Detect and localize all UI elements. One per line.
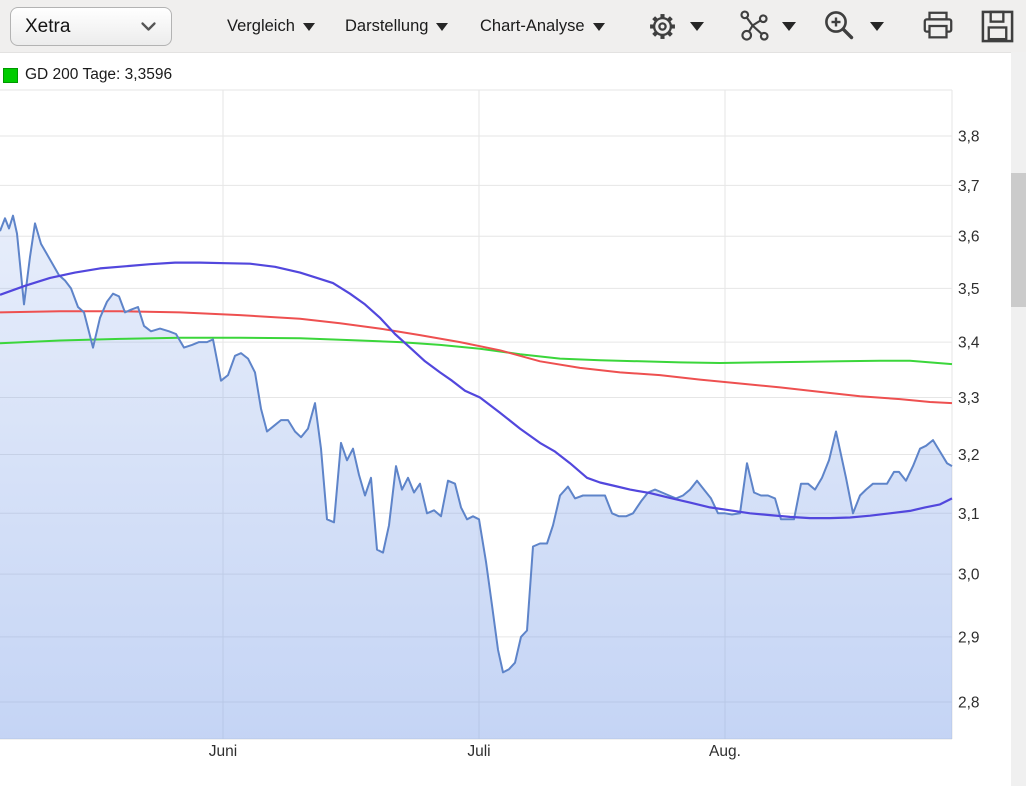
menu-darstellung[interactable]: Darstellung (345, 0, 449, 52)
y-tick-label: 3,6 (958, 229, 980, 246)
toolbar: Xetra Vergleich Darstellung Chart-Analys… (0, 0, 1026, 53)
menu-darstellung-label: Darstellung (345, 16, 429, 35)
menu-vergleich[interactable]: Vergleich (227, 0, 315, 52)
price-line (0, 214, 953, 674)
y-tick-label: 3,2 (958, 447, 980, 464)
y-tick-label: 3,5 (958, 281, 980, 298)
x-axis-label: Juli (467, 743, 490, 760)
vertical-scrollbar[interactable] (1011, 52, 1026, 786)
zoom-dropdown-button[interactable] (870, 21, 884, 31)
y-tick-label: 3,3 (958, 390, 980, 407)
chevron-down-icon (141, 22, 156, 31)
save-button[interactable] (980, 9, 1015, 44)
zoom-button[interactable] (822, 8, 860, 44)
gear-icon (650, 13, 675, 39)
printer-icon (923, 11, 953, 39)
print-button[interactable] (921, 9, 955, 43)
caret-down-icon (870, 21, 884, 31)
indicator-dropdown-button[interactable] (782, 21, 796, 31)
y-tick-label: 3,0 (958, 567, 980, 584)
x-axis-label: Aug. (709, 743, 741, 760)
y-tick-label: 2,9 (958, 629, 980, 646)
chart-legend: GD 200 Tage: 3,3596 (3, 66, 172, 84)
y-tick-label: 3,1 (958, 506, 980, 523)
caret-down-icon (592, 23, 605, 31)
y-tick-label: 3,8 (958, 129, 980, 146)
menu-chart-analyse[interactable]: Chart-Analyse (480, 0, 605, 52)
caret-down-icon (302, 23, 315, 31)
indicator-tools-button[interactable] (737, 9, 772, 44)
settings-dropdown-button[interactable] (690, 21, 704, 31)
gd-blue-line (0, 261, 953, 520)
legend-label: GD 200 Tage: 3,3596 (25, 66, 173, 83)
floppy-save-icon (981, 10, 1014, 42)
menu-chart-analyse-label: Chart-Analyse (480, 16, 585, 35)
print-button-group (921, 0, 955, 52)
legend-marker-gd200 (3, 67, 18, 83)
gd200-line (0, 336, 953, 366)
save-button-group (980, 0, 1015, 52)
y-tick-label: 3,7 (958, 178, 980, 195)
caret-down-icon (782, 21, 796, 31)
scrollbar-thumb[interactable] (1011, 173, 1026, 307)
caret-down-icon (690, 21, 704, 31)
settings-button[interactable] (645, 9, 680, 44)
x-axis-label: Juni (209, 743, 237, 760)
exchange-select-value: Xetra (25, 15, 71, 37)
gd-red-line (0, 310, 953, 405)
y-tick-label: 2,8 (958, 695, 980, 712)
price-area-fill (0, 215, 952, 739)
exchange-select[interactable]: Xetra (10, 7, 172, 46)
menu-vergleich-label: Vergleich (227, 16, 295, 35)
caret-down-icon (436, 23, 449, 31)
y-tick-label: 3,4 (958, 335, 980, 352)
zoom-button-group (822, 0, 884, 52)
settings-button-group (645, 0, 704, 52)
zoom-in-icon (825, 11, 854, 40)
nodes-icon (740, 9, 769, 41)
indicator-button-group (737, 0, 796, 52)
